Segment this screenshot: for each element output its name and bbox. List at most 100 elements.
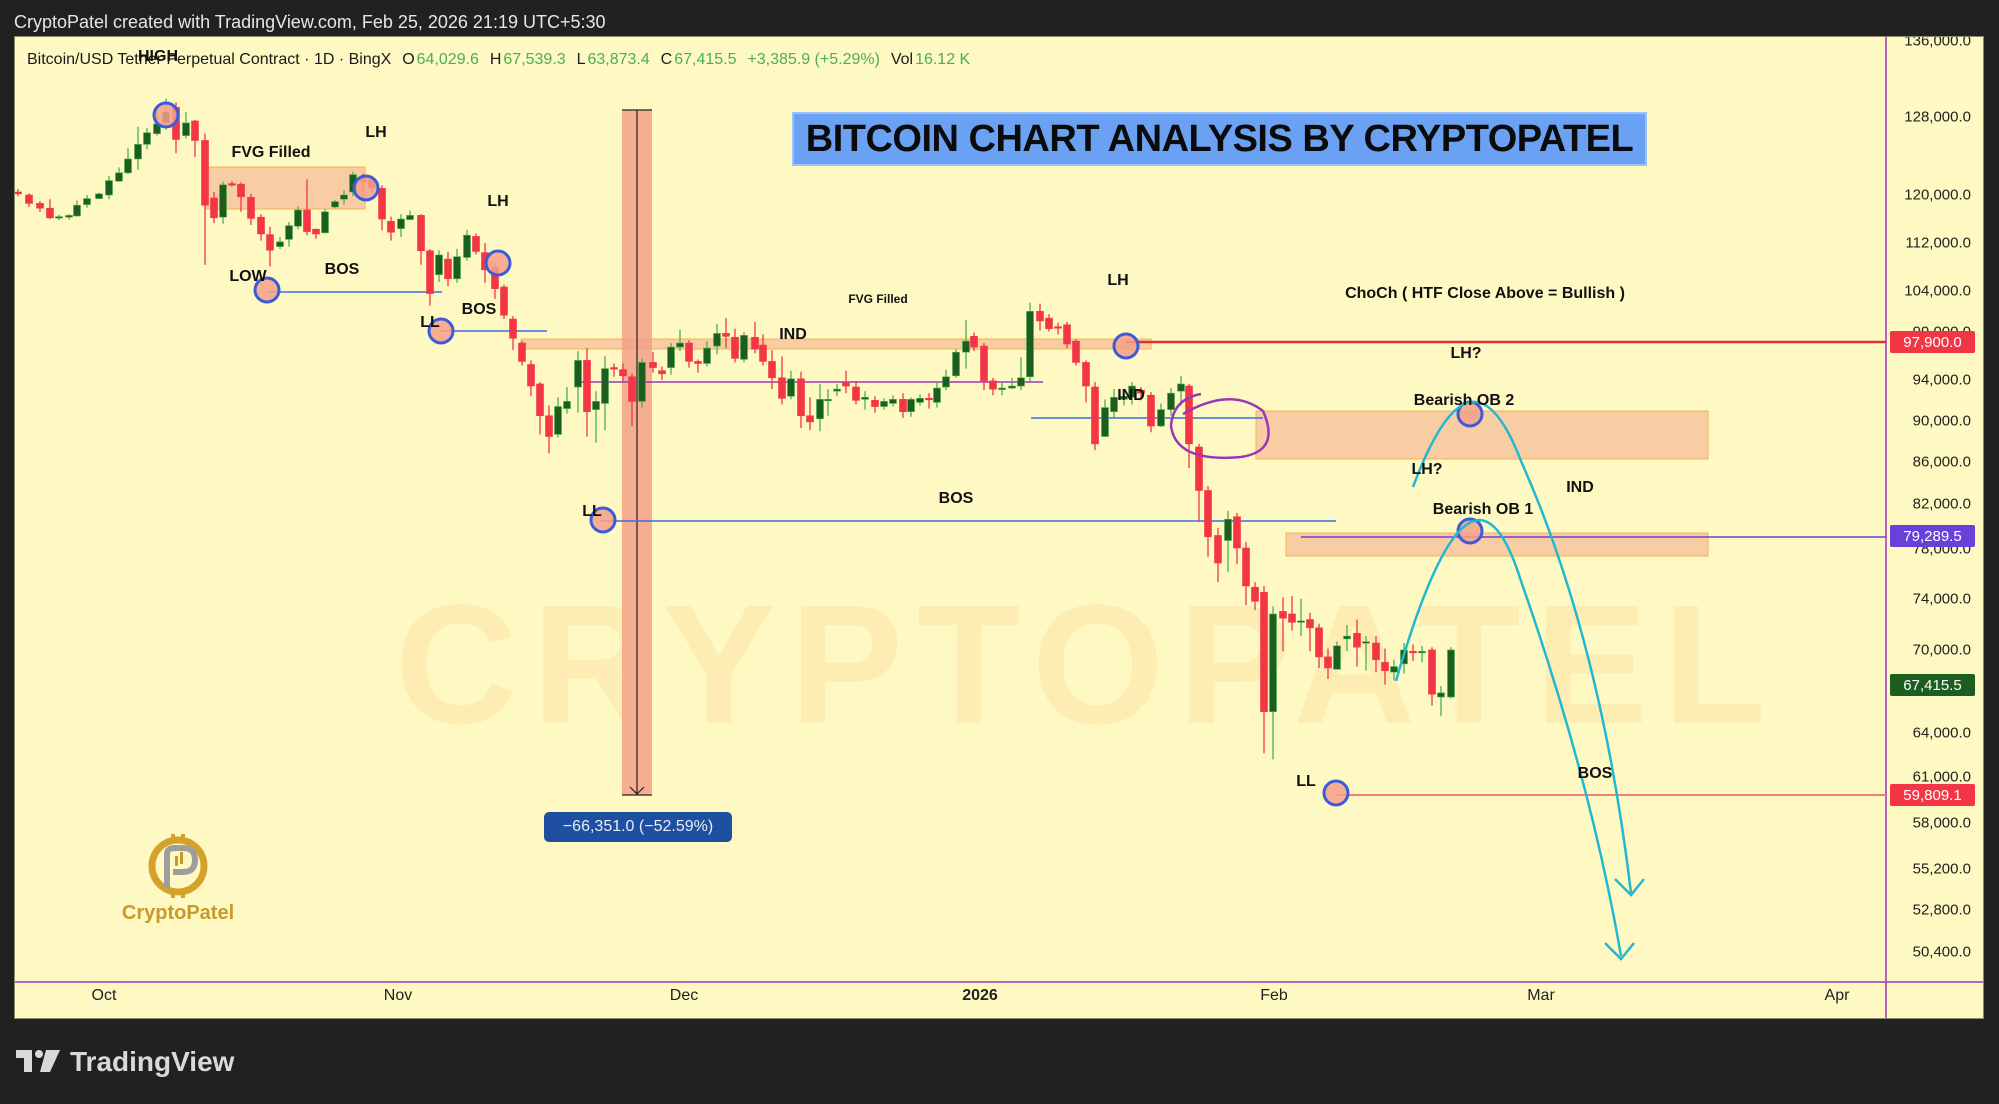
candle-body [842,382,850,387]
price-tick-label: 64,000.0 [1912,724,1971,742]
candle-body [574,360,582,388]
candle-body [970,336,978,348]
candle-body [1353,633,1361,648]
candle-body [649,362,657,368]
candle-body [1288,613,1296,623]
candle-body [1008,385,1016,389]
candle-body [713,333,721,347]
bearish-ob1-zone [1285,532,1709,557]
candle-body [266,234,274,251]
candle-body [1045,317,1053,329]
annotation-label: Bearish OB 2 [1413,392,1515,409]
price-chart-canvas[interactable] [15,37,1984,1019]
annotation-label: IND [1117,387,1145,404]
chart-frame[interactable]: CRYPTOPATEL Bitcoin/USD Tether Perpetual… [14,36,1984,1019]
candle-body [1082,362,1090,387]
candle-body [36,203,44,209]
price-tick-label: 58,000.0 [1912,814,1971,832]
candle-body [1315,627,1323,658]
time-tick-label: Apr [1824,987,1850,1004]
candle-body [1418,651,1426,654]
candle-body [899,399,907,412]
swing-point-circle [427,317,455,345]
candle-body [1054,326,1062,329]
high-value: 67,539.3 [503,51,566,68]
candle-body [1101,407,1109,437]
candle-body [1409,651,1417,654]
annotation-label: LL [420,314,440,331]
candle-body [1063,324,1071,345]
annotation-label: IND [1566,479,1594,496]
candle-body [925,398,933,401]
low-value: 63,873.4 [587,51,650,68]
candle-body [1036,311,1044,322]
ind-ellipse [1169,392,1270,460]
candle-body [124,158,132,174]
candle-body [1242,547,1250,587]
price-level-badge: 59,809.1 [1890,784,1975,806]
swing-point-circle [484,249,512,277]
annotation-label: BOS [461,301,497,318]
candle-body [294,209,302,227]
candle-body [740,335,748,360]
time-tick-label: Oct [91,987,117,1004]
fvg-zone-nov [520,338,1152,350]
annotation-label: LH [365,124,387,141]
candle-body [816,399,824,420]
candle-body [889,399,897,404]
candle-body [228,183,236,186]
tradingview-logo-icon [16,1050,60,1072]
candle-body [787,378,795,397]
candle-body [210,197,218,219]
annotation-label: FVG Filled [231,144,311,161]
candle-body [1324,656,1332,669]
open-value: 64,029.6 [416,51,479,68]
volume-value: 16.12 K [915,51,971,68]
candle-body [676,342,684,348]
candle-body [509,318,517,339]
annotation-label: LH [487,193,509,210]
candle-body [861,396,869,400]
swing-point-circle [1112,332,1140,360]
candle-body [916,398,924,403]
candle-body [980,345,988,382]
symbol-name: Bitcoin/USD Tether Perpetual Contract · … [27,51,392,68]
candle-body [880,401,888,407]
volume-label: Vol [890,51,914,68]
candle-body [852,386,860,401]
annotation-label: HIGH [138,48,178,65]
measure-label: −66,351.0 (−52.59%) [544,812,732,842]
price-tick-label: 90,000.0 [1912,412,1971,430]
candle-body [998,387,1006,390]
candle-body [463,234,471,258]
candle-body [1428,649,1436,695]
candle-body [628,376,636,402]
annotation-label: LL [1296,773,1316,790]
annotation-label: IND [779,326,807,343]
tradingview-logo[interactable]: TradingView [16,1046,234,1078]
candle-body [619,369,627,377]
annotation-label: LH? [1411,461,1443,478]
projection-arc-1 [1411,400,1633,894]
price-level-badge: 97,900.0 [1890,331,1975,353]
candle-body [722,333,730,337]
candle-body [73,204,81,217]
symbol-legend: Bitcoin/USD Tether Perpetual Contract · … [27,51,972,69]
price-level-badge: 67,415.5 [1890,674,1975,696]
candle-body [340,194,348,200]
candle-body [833,388,841,392]
candle-body [1167,392,1175,410]
time-tick-label: Feb [1260,987,1288,1004]
time-tick-label: Mar [1527,987,1555,1004]
candle-body [1137,389,1145,394]
candle-body [952,351,960,377]
candle-body [731,336,739,359]
coin-logo-icon [148,834,208,898]
candle-body [563,401,571,409]
candle-body [500,286,508,316]
candle-body [1269,613,1277,712]
candle-body [1147,394,1155,427]
candle-body [527,364,535,387]
annotation-label: Bearish OB 1 [1432,501,1534,518]
swing-point-circle [1322,779,1350,807]
